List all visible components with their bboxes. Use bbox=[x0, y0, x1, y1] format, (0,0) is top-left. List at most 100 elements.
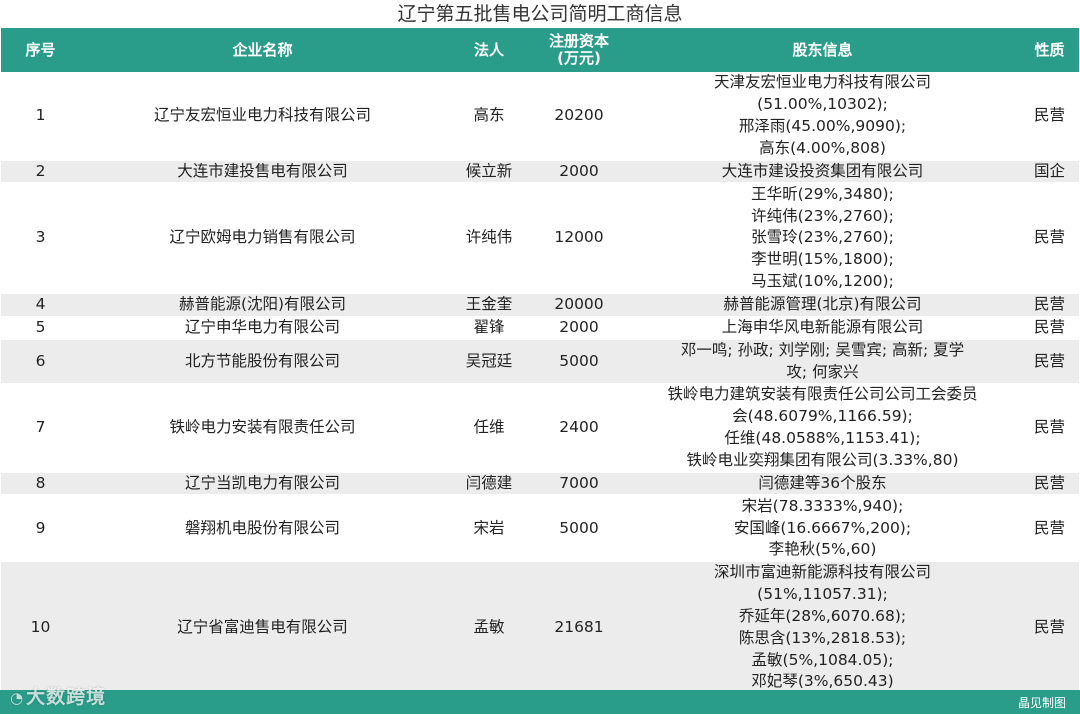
cell-index: 2 bbox=[1, 159, 80, 183]
table-row: 10 辽宁省富迪售电有限公司 孟敏 21681 深圳市富迪新能源科技有限公司 (51%,1… bbox=[1, 561, 1079, 694]
cell-company: 北方节能股份有限公司 bbox=[80, 338, 445, 384]
cell-nature: 民营 bbox=[1020, 316, 1079, 340]
credit-label: 晶见制图 bbox=[1017, 696, 1066, 710]
table-row: 4 赫普能源(沈阳)有限公司 王金奎 20000 赫普能源管理(北京)有限公司 民营 bbox=[1, 293, 1079, 317]
cell-capital: 20200 bbox=[554, 105, 604, 124]
shareholder-line: 大连市建设投资集团有限公司 bbox=[721, 161, 924, 180]
cell-shareholders: 王华昕(29%,3480); 许纯伟(23%,2760); 张雪玲(23%,2760… bbox=[625, 182, 1020, 294]
cell-shareholders: 上海申华风电新能源有限公司 bbox=[625, 316, 1020, 340]
shareholder-line: 马玉斌(10%,1200); bbox=[751, 271, 894, 290]
cell-company: 辽宁申华电力有限公司 bbox=[80, 316, 445, 340]
cell-nature: 民营 bbox=[1020, 561, 1079, 694]
watermark-text: 大数跨境 bbox=[26, 686, 107, 708]
shareholder-line: 攻; 何家兴 bbox=[786, 362, 859, 381]
watermark-logo: ◔ 大数跨境 bbox=[10, 682, 106, 709]
company-info-table: 序号 企业名称 法人 注册资本 (万元) 股东信息 性质 1 辽宁友宏恒业电力科技… bbox=[1, 28, 1079, 694]
cell-company: 赫普能源(沈阳)有限公司 bbox=[80, 293, 445, 317]
cell-legal-rep: 吴冠廷 bbox=[445, 338, 533, 384]
cell-capital: 2000 bbox=[533, 316, 625, 340]
table-row: 9 磐翔机电股份有限公司 宋岩 5000 宋岩(78.3333%,940); 安国峰(16… bbox=[1, 494, 1079, 562]
cell-capital: 2400 bbox=[533, 383, 625, 473]
header-capital-line1: 注册资本 bbox=[548, 32, 609, 50]
shareholder-line: 会(48.6079%,1166.59); bbox=[732, 407, 913, 426]
shareholder-line: 铁岭电业奕翔集团有限公司(3.33%,80) bbox=[686, 450, 959, 469]
shareholder-line: 深圳市富迪新能源科技有限公司 bbox=[713, 563, 931, 582]
footer-bar: 晶见制图 bbox=[0, 690, 1080, 714]
cell-index: 10 bbox=[1, 561, 80, 694]
cell-nature: 民营 bbox=[1020, 494, 1079, 562]
cell-shareholders: 赫普能源管理(北京)有限公司 bbox=[625, 293, 1020, 317]
shareholder-line: 闫德建等36个股东 bbox=[758, 473, 887, 492]
shareholder-line: 上海申华风电新能源有限公司 bbox=[721, 318, 924, 337]
cell-shareholders: 天津友宏恒业电力科技有限公司 (51.00%,10302); 邢泽雨(45.00%,… bbox=[625, 72, 1020, 160]
cell-company: 辽宁友宏恒业电力科技有限公司 bbox=[153, 105, 371, 124]
shareholder-line: 任维(48.0588%,1153.41); bbox=[724, 429, 921, 448]
table-row: 2 大连市建投售电有限公司 候立新 2000 大连市建设投资集团有限公司 国企 bbox=[1, 159, 1079, 183]
table-row: 3 辽宁欧姆电力销售有限公司 许纯伟 12000 王华昕(29%,3480); 许纯伟(2… bbox=[1, 182, 1079, 294]
cell-legal-rep: 王金奎 bbox=[445, 293, 533, 317]
cell-company: 磐翔机电股份有限公司 bbox=[80, 494, 445, 562]
cell-company: 辽宁当凯电力有限公司 bbox=[80, 471, 445, 495]
shareholder-line: 张雪玲(23%,2760); bbox=[751, 228, 894, 247]
cell-legal-rep: 闫德建 bbox=[445, 471, 533, 495]
cell-index: 1 bbox=[35, 105, 46, 124]
table-row: 7 铁岭电力安装有限责任公司 任维 2400 铁岭电力建筑安装有限责任公司公司工会委员会… bbox=[1, 383, 1079, 473]
header-capital-line2: (万元) bbox=[557, 49, 601, 67]
table-body: 1 辽宁友宏恒业电力科技有限公司 高东 20200 天津友宏恒业电力科技有限公司 (51.… bbox=[1, 72, 1079, 694]
cell-legal-rep: 候立新 bbox=[445, 159, 533, 183]
cell-index: 4 bbox=[1, 293, 80, 317]
cell-shareholders: 深圳市富迪新能源科技有限公司 (51%,11057.31); 乔延年(28%,607… bbox=[625, 561, 1020, 694]
shareholder-line: 许纯伟(23%,2760); bbox=[751, 206, 894, 225]
cell-capital: 5000 bbox=[533, 494, 625, 562]
cell-nature: 民营 bbox=[1033, 105, 1065, 124]
cell-legal-rep: 宋岩 bbox=[445, 494, 533, 562]
cell-index: 7 bbox=[1, 383, 80, 473]
cell-legal-rep: 任维 bbox=[445, 383, 533, 473]
cell-capital: 20000 bbox=[533, 293, 625, 317]
cell-legal-rep: 许纯伟 bbox=[445, 182, 533, 294]
cell-shareholders: 闫德建等36个股东 bbox=[625, 471, 1020, 495]
cell-company: 铁岭电力安装有限责任公司 bbox=[80, 383, 445, 473]
table-row: 1 辽宁友宏恒业电力科技有限公司 高东 20200 天津友宏恒业电力科技有限公司 (51.… bbox=[1, 72, 1079, 160]
cell-index: 3 bbox=[1, 182, 80, 294]
cell-shareholders: 大连市建设投资集团有限公司 bbox=[625, 159, 1020, 183]
header-shareholders: 股东信息 bbox=[625, 28, 1020, 72]
table-row: 5 辽宁申华电力有限公司 翟锋 2000 上海申华风电新能源有限公司 民营 bbox=[1, 316, 1079, 340]
cell-legal-rep: 高东 bbox=[473, 105, 505, 124]
cell-shareholders: 铁岭电力建筑安装有限责任公司公司工会委员 会(48.6079%,1166.59);… bbox=[625, 383, 1020, 473]
cell-nature: 民营 bbox=[1020, 293, 1079, 317]
table-row: 8 辽宁当凯电力有限公司 闫德建 7000 闫德建等36个股东 民营 bbox=[1, 471, 1079, 495]
cell-capital: 7000 bbox=[533, 471, 625, 495]
cell-nature: 民营 bbox=[1020, 182, 1079, 294]
cell-index: 5 bbox=[1, 316, 80, 340]
shareholder-line: 邓妃琴(3%,650.43) bbox=[751, 672, 894, 691]
cell-capital: 21681 bbox=[533, 561, 625, 694]
shareholder-line: 李艳秋(5%,60) bbox=[768, 540, 877, 559]
cell-index: 9 bbox=[1, 494, 80, 562]
cell-company: 辽宁省富迪售电有限公司 bbox=[80, 561, 445, 694]
cell-legal-rep: 翟锋 bbox=[445, 316, 533, 340]
cell-shareholders: 宋岩(78.3333%,940); 安国峰(16.6667%,200); 李艳秋(5… bbox=[625, 494, 1020, 562]
cell-nature: 民营 bbox=[1020, 471, 1079, 495]
cell-shareholders: 邓一鸣; 孙政; 刘学刚; 吴雪宾; 高新; 夏学 攻; 何家兴 bbox=[625, 338, 1020, 384]
watermark-icon: ◔ bbox=[10, 689, 25, 707]
shareholder-line: (51.00%,10302); bbox=[757, 94, 888, 113]
cell-index: 8 bbox=[1, 471, 80, 495]
shareholder-line: 李世明(15%,1800); bbox=[751, 250, 894, 269]
shareholder-line: 陈思含(13%,2818.53); bbox=[738, 628, 907, 647]
cell-nature: 民营 bbox=[1020, 383, 1079, 473]
shareholder-line: 高东(4.00%,808) bbox=[759, 138, 886, 157]
shareholder-line: 王华昕(29%,3480); bbox=[751, 184, 894, 203]
cell-legal-rep: 孟敏 bbox=[445, 561, 533, 694]
shareholder-line: 孟敏(5%,1084.05); bbox=[751, 650, 894, 669]
cell-capital: 12000 bbox=[533, 182, 625, 294]
header-capital: 注册资本 (万元) bbox=[533, 28, 625, 72]
cell-nature: 国企 bbox=[1020, 159, 1079, 183]
table-row: 6 北方节能股份有限公司 吴冠廷 5000 邓一鸣; 孙政; 刘学刚; 吴雪宾; 高新;… bbox=[1, 338, 1079, 384]
shareholder-line: 安国峰(16.6667%,200); bbox=[733, 518, 912, 537]
cell-capital: 2000 bbox=[533, 159, 625, 183]
header-nature: 性质 bbox=[1020, 28, 1079, 72]
header-legal-rep: 法人 bbox=[445, 28, 533, 72]
cell-company: 大连市建投售电有限公司 bbox=[80, 159, 445, 183]
shareholder-line: 邓一鸣; 孙政; 刘学刚; 吴雪宾; 高新; 夏学 bbox=[680, 340, 965, 359]
